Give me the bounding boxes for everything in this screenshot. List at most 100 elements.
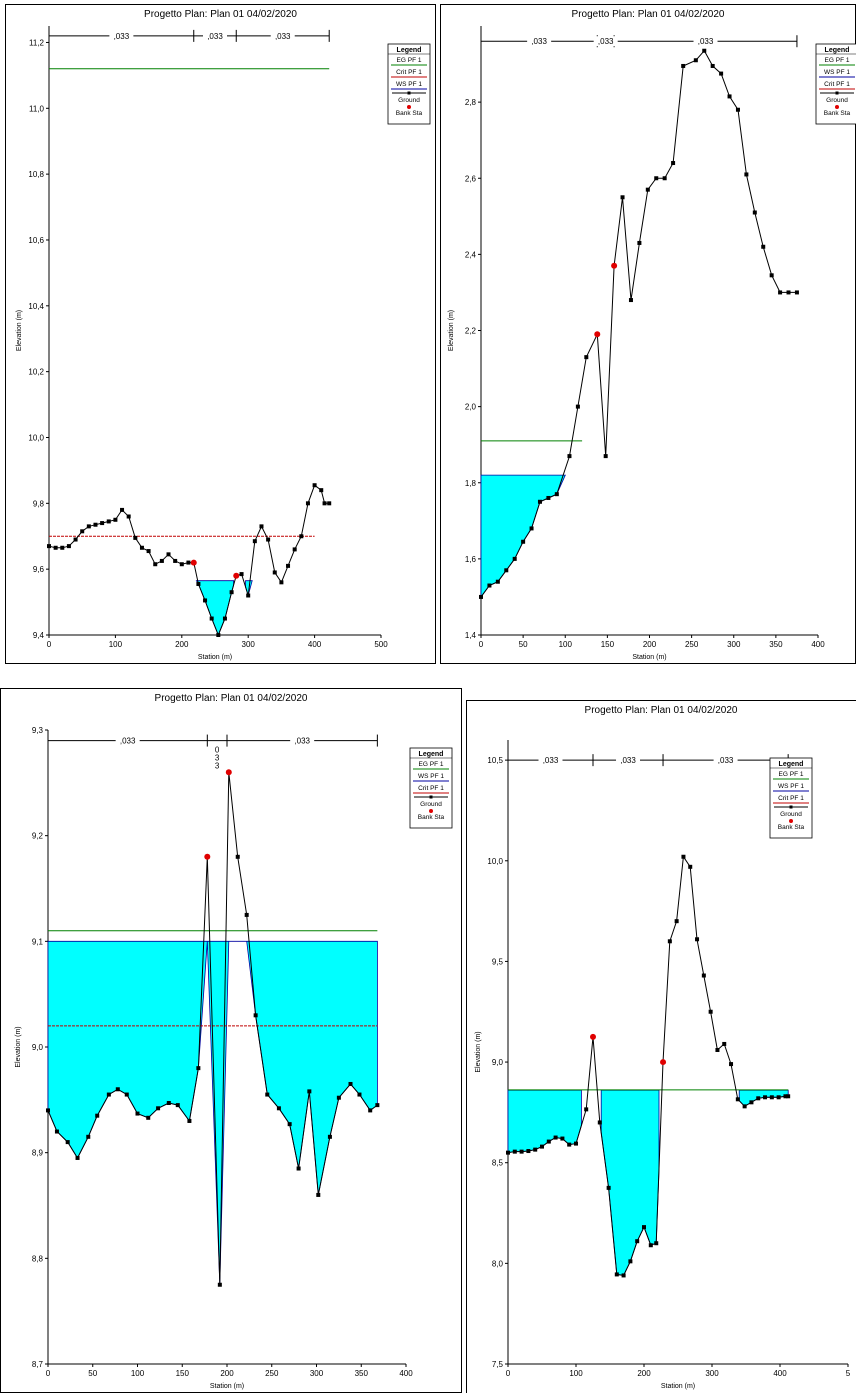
- ground-line: [48, 484, 330, 637]
- y-tick-label: 2,2: [465, 327, 477, 336]
- y-tick-label: 8,7: [32, 1360, 44, 1369]
- ground-point: [159, 558, 164, 563]
- x-tick-label: 50: [88, 1369, 97, 1378]
- bank-station-point: [204, 853, 211, 860]
- manning-label: ,033: [620, 756, 636, 765]
- legend-entry: EG PF 1: [419, 761, 444, 768]
- ground-point: [722, 1041, 727, 1046]
- x-tick-label: 0: [46, 1369, 51, 1378]
- ground-point: [336, 1095, 341, 1100]
- ground-point: [575, 404, 580, 409]
- ground-point: [368, 1108, 373, 1113]
- ground-point: [688, 864, 693, 869]
- ground-point: [166, 552, 171, 557]
- ground-point: [648, 1243, 653, 1248]
- ground-point: [554, 492, 559, 497]
- x-tick-label: 400: [811, 640, 825, 649]
- manning-label: ,033: [543, 756, 559, 765]
- ground-point: [674, 919, 679, 924]
- ground-point: [662, 176, 667, 181]
- ground-point: [239, 572, 244, 577]
- manning-label-bg: [713, 755, 738, 766]
- ground-point: [504, 568, 509, 573]
- cross-section-chart-2: Progetto Plan: Plan 01 04/02/2020 1,4 1,6 1…: [440, 4, 856, 664]
- ground-point: [642, 1225, 646, 1230]
- cross-section-chart-1: Progetto Plan: Plan 01 04/02/2020 9,4 9,6 9…: [5, 4, 436, 664]
- ground-point: [701, 973, 706, 978]
- ground-point: [100, 521, 105, 526]
- ground-point: [635, 1239, 640, 1244]
- chart-panel-4: Progetto Plan: Plan 01 04/02/2020 7,5 8,0 8…: [466, 700, 856, 1393]
- ground-point: [146, 1115, 151, 1120]
- bank-station-point: [225, 769, 232, 776]
- chart-frame: [466, 700, 856, 1393]
- ground-point: [479, 594, 483, 599]
- ground-point: [628, 298, 633, 303]
- ground-point: [146, 549, 151, 554]
- manning-label: 3: [215, 762, 220, 771]
- ground-point: [506, 1150, 510, 1155]
- legend-swatch-ground-marker: [835, 91, 839, 95]
- manning-label: ,033: [275, 32, 291, 41]
- bank-station-point: [190, 559, 197, 566]
- ground-point: [115, 1087, 120, 1092]
- y-tick-label: 10,6: [28, 236, 44, 245]
- x-tick-label: 150: [601, 640, 615, 649]
- legend-entry-bank-sta: Bank Sta: [418, 814, 445, 821]
- y-tick-label: 2,4: [465, 250, 477, 259]
- ground-point: [187, 1118, 192, 1123]
- ground-point: [173, 558, 178, 563]
- ground-point: [654, 1241, 659, 1246]
- ground-point: [526, 1149, 531, 1154]
- ground-point: [794, 290, 799, 295]
- manning-label-bg: [593, 36, 618, 47]
- ground-point: [584, 1107, 589, 1112]
- legend-swatch-bank-sta: [429, 809, 433, 813]
- y-tick-label: 11,2: [29, 38, 45, 47]
- y-axis-label: Elevation (m): [475, 1031, 482, 1072]
- ground-point: [512, 1149, 517, 1154]
- x-tick-label: 200: [643, 640, 657, 649]
- bank-station-point: [233, 572, 240, 579]
- legend-swatch-bank-sta: [407, 105, 411, 109]
- ground-point: [246, 593, 251, 598]
- ground-point: [287, 1122, 292, 1127]
- y-tick-label: 2,0: [465, 403, 477, 412]
- ground-point: [252, 539, 257, 544]
- ground-point: [196, 581, 201, 586]
- legend-swatch-ground-marker: [407, 91, 411, 95]
- ground-point: [319, 488, 324, 493]
- manning-label: ,033: [114, 32, 130, 41]
- ground-point: [742, 1104, 747, 1109]
- legend-swatch-ground-marker: [429, 795, 433, 799]
- manning-label: ,033: [120, 737, 136, 746]
- bank-station-point: [594, 331, 601, 338]
- x-tick-label: 350: [769, 640, 783, 649]
- y-tick-label: 2,6: [465, 174, 477, 183]
- x-tick-label: 200: [637, 1369, 651, 1378]
- x-tick-label: 400: [308, 640, 322, 649]
- ground-point: [179, 562, 184, 567]
- legend-entry: Crit PF 1: [396, 69, 422, 76]
- ground-point: [53, 545, 58, 550]
- ground-point: [272, 570, 277, 575]
- ground-point: [597, 1120, 602, 1125]
- x-tick-label: 500: [374, 640, 388, 649]
- legend-title: Legend: [825, 47, 850, 54]
- ground-line: [47, 772, 378, 1285]
- y-axis-label: Elevation (m): [15, 1026, 22, 1067]
- manning-label: 3: [215, 754, 220, 763]
- chart-panel-1: Progetto Plan: Plan 01 04/02/2020 9,4 9,6 9…: [5, 4, 436, 664]
- x-axis-label: Station (m): [210, 1383, 244, 1390]
- y-tick-label: 8,8: [32, 1254, 44, 1263]
- ground-point: [776, 1095, 781, 1100]
- ground-point: [702, 48, 707, 53]
- y-tick-label: 9,0: [32, 1043, 44, 1052]
- x-tick-label: 0: [479, 640, 484, 649]
- ground-point: [222, 616, 227, 621]
- legend-box: [387, 43, 431, 125]
- ground-point: [106, 1092, 111, 1097]
- ground-point: [327, 1134, 332, 1139]
- bank-station-point: [660, 1059, 667, 1066]
- ground-point: [86, 524, 91, 529]
